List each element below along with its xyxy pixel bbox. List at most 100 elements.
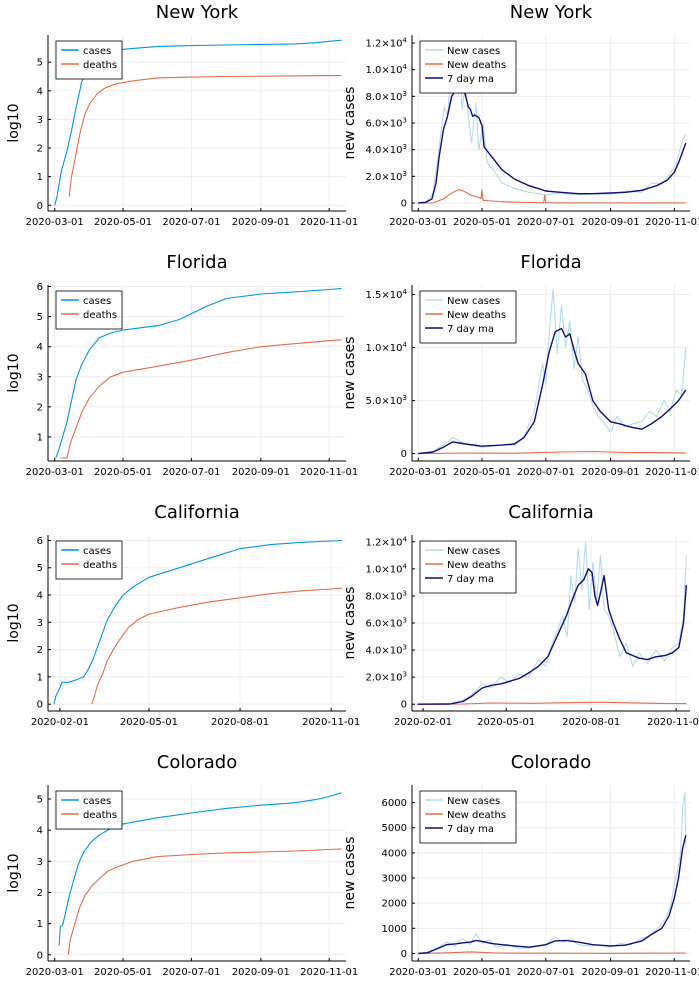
legend-box (55, 790, 123, 830)
series-line-cases (58, 792, 342, 946)
y-tick-label: 1.0×104 (366, 341, 408, 354)
x-tick-label: 2020-07-01 (162, 217, 220, 228)
x-tick-label: 2020-11-01 (300, 967, 358, 978)
y-tick-label: 3 (37, 618, 43, 629)
legend-label: deaths (83, 60, 117, 71)
legend-label: cases (83, 546, 111, 557)
x-tick-label: 2020-11-01 (302, 717, 360, 728)
series-line-deaths (91, 587, 343, 705)
x-tick-label: 2020-07-01 (517, 217, 575, 228)
y-tick-label: 2.0×103 (366, 170, 407, 183)
legend-label: 7 day ma (447, 824, 494, 835)
legend-label: New cases (447, 796, 500, 807)
y-tick-label: 6.0×103 (366, 617, 407, 630)
x-tick-label: 2020-02-01 (31, 717, 89, 728)
series-line-new-cases (417, 541, 687, 705)
series-line-new-deaths (418, 189, 686, 204)
y-tick-label: 2.0×103 (366, 671, 407, 684)
y-tick-label: 3 (37, 857, 43, 868)
legend-label: New cases (447, 46, 500, 57)
x-tick-label: 2020-09-01 (582, 467, 640, 478)
x-tick-label: 2020-07-01 (162, 967, 220, 978)
y-axis-label: new cases (342, 587, 358, 660)
y-tick-label: 1.0×104 (366, 63, 408, 76)
y-tick-label: 4 (37, 826, 43, 837)
y-tick-label: 1 (37, 919, 43, 930)
y-tick-label: 4 (37, 342, 43, 353)
y-tick-label: 4.0×103 (366, 143, 407, 156)
legend-label: New deaths (447, 560, 506, 571)
series-line-7-day-ma (417, 568, 687, 705)
series-line-new-deaths (418, 951, 686, 955)
legend-label: deaths (83, 810, 117, 821)
y-tick-label: 6 (37, 282, 43, 293)
series-line-7-day-ma (418, 327, 687, 455)
series-line-deaths (60, 339, 342, 459)
x-tick-label: 2020-11-01 (645, 967, 699, 978)
y-tick-label: 5 (37, 312, 43, 323)
legend-label: New cases (447, 546, 500, 557)
y-tick-label: 5.0×103 (366, 394, 407, 407)
y-tick-label: 4000 (382, 848, 407, 859)
y-tick-label: 2 (37, 402, 43, 413)
x-tick-label: 2020-08-01 (562, 717, 620, 728)
chart-panel-fl-new: 2020-03-01 2020-05-01 2020-07-01 2020-09-01… (342, 252, 699, 478)
chart-title: New York (156, 2, 239, 23)
legend-label: New cases (447, 296, 500, 307)
x-tick-label: 2020-09-01 (582, 217, 640, 228)
y-tick-label: 6.0×103 (366, 117, 407, 130)
x-tick-label: 2020-03-01 (389, 467, 447, 478)
y-tick-label: 1.0×104 (366, 562, 408, 575)
y-tick-label: 1 (37, 172, 43, 183)
x-tick-label: 2020-02-01 (394, 717, 452, 728)
legend-box (55, 540, 123, 580)
x-tick-label: 2020-05-01 (453, 217, 511, 228)
x-tick-label: 2020-03-01 (26, 967, 84, 978)
series-line-7-day-ma (418, 835, 687, 955)
y-axis-label: log10 (6, 853, 22, 892)
chart-title: New York (510, 2, 593, 23)
series-line-deaths (67, 848, 342, 955)
y-axis-label: log10 (6, 603, 22, 642)
legend-label: 7 day ma (447, 574, 494, 585)
x-tick-label: 2020-09-01 (232, 217, 290, 228)
y-tick-label: 5000 (382, 823, 407, 834)
x-tick-label: 2020-03-01 (26, 467, 84, 478)
legend-label: deaths (83, 310, 117, 321)
x-tick-label: 2020-09-01 (582, 967, 640, 978)
legend-label: cases (83, 46, 111, 57)
legend-label: New deaths (447, 310, 506, 321)
y-tick-label: 5 (37, 563, 43, 574)
legend-label: New deaths (447, 60, 506, 71)
chart-title: Florida (520, 252, 581, 273)
chart-panel-ca-new: 2020-02-01 2020-05-01 2020-08-01 2020-11-01… (342, 502, 699, 728)
y-axis-label: new cases (342, 87, 358, 160)
x-tick-label: 2020-11-01 (645, 467, 699, 478)
x-tick-label: 2020-09-01 (232, 467, 290, 478)
y-tick-label: 0 (37, 950, 43, 961)
legend-box (55, 40, 123, 80)
chart-panel-co-log: 2020-03-01 2020-05-01 2020-07-01 2020-09-01… (6, 752, 358, 978)
chart-panel-ny-new: 2020-03-01 2020-05-01 2020-07-01 2020-09-01… (342, 2, 699, 228)
x-tick-label: 2020-08-01 (211, 717, 269, 728)
y-axis-label: log10 (6, 103, 22, 142)
y-tick-label: 5 (37, 58, 43, 69)
series-line-new-deaths (418, 450, 686, 455)
x-tick-label: 2020-07-01 (517, 967, 575, 978)
legend-label: 7 day ma (447, 74, 494, 85)
x-tick-label: 2020-11-01 (645, 217, 699, 228)
y-tick-label: 0 (401, 949, 407, 960)
x-tick-label: 2020-05-01 (94, 967, 152, 978)
x-tick-label: 2020-05-01 (120, 717, 178, 728)
y-tick-label: 4 (37, 591, 43, 602)
y-tick-label: 1.5×104 (366, 288, 408, 301)
chart-title: California (508, 502, 593, 523)
y-tick-label: 4 (37, 86, 43, 97)
series-line-7-day-ma (418, 87, 687, 204)
x-tick-label: 2020-05-01 (453, 467, 511, 478)
y-tick-label: 4.0×103 (366, 644, 407, 657)
x-tick-label: 2020-07-01 (162, 467, 220, 478)
y-tick-label: 0 (401, 700, 407, 711)
y-tick-label: 3 (37, 115, 43, 126)
